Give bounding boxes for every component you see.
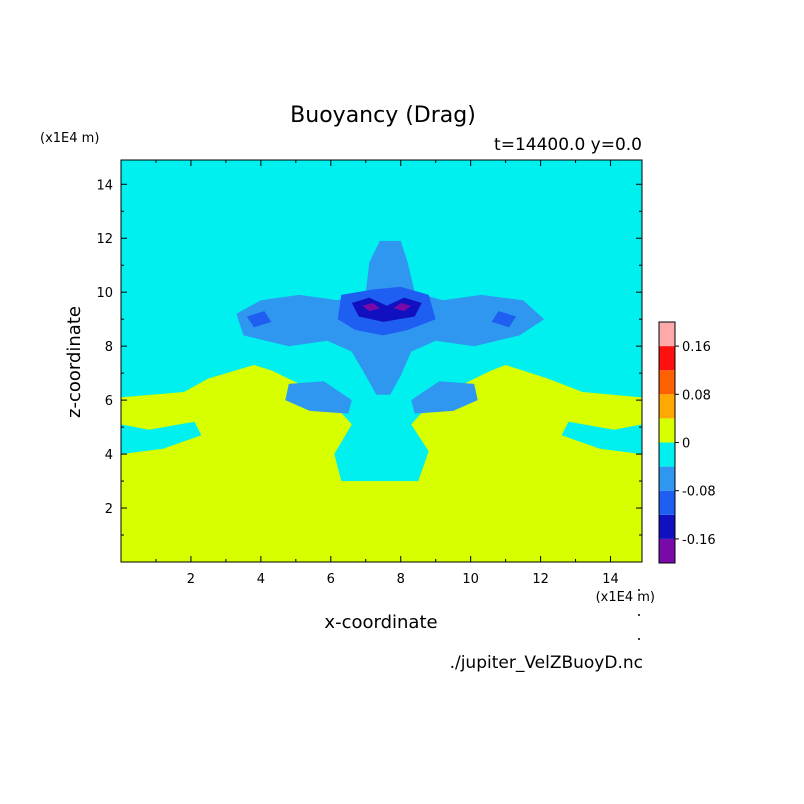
colorbar-label: 0.16 [682, 340, 711, 355]
x-tick-label: 4 [257, 572, 265, 587]
y-tick-label: 12 [96, 232, 113, 247]
contour-region-7 [246, 311, 272, 328]
colorbar-swatch-2 [659, 490, 675, 515]
y-tick-label: 8 [105, 340, 113, 355]
contour-regions [121, 160, 642, 482]
x-tick-label: 2 [187, 572, 195, 587]
colorbar-swatch-8 [659, 346, 675, 371]
colorbar-swatch-3 [659, 466, 675, 491]
y-axis-title: z-coordinate [64, 306, 85, 418]
x-unit-label: (x1E4 m) [596, 590, 655, 605]
colorbar-swatch-5 [659, 418, 675, 443]
y-tick-label: 14 [96, 178, 113, 193]
plot-area [121, 160, 642, 562]
chart-title: Buoyancy (Drag) [290, 103, 476, 128]
colorbar-swatch-6 [659, 394, 675, 419]
colorbar-label: 0 [682, 437, 690, 452]
contour-region-5 [411, 381, 478, 414]
x-tick-label: 14 [602, 572, 619, 587]
contour-region-1 [121, 421, 202, 455]
colorbar-swatch-7 [659, 370, 675, 395]
contour-region-10 [362, 303, 380, 312]
y-unit-label: (x1E4 m) [40, 131, 99, 146]
x-tick-label: 10 [462, 572, 479, 587]
y-tick-label: 4 [105, 448, 113, 463]
x-tick-label: 12 [532, 572, 549, 587]
contour-region-4 [285, 381, 352, 414]
chart-subtitle: t=14400.0 y=0.0 [494, 135, 642, 155]
marker-dot [638, 614, 640, 616]
contour-region-8 [491, 311, 517, 328]
y-tick-label: 10 [96, 286, 113, 301]
source-file-label: ./jupiter_VelZBuoyD.nc [450, 653, 643, 673]
y-tick-label: 6 [105, 394, 113, 409]
x-axis-title: x-coordinate [324, 612, 437, 633]
colorbar-swatch-9 [659, 322, 675, 347]
colorbar-swatch-4 [659, 442, 675, 467]
marker-dot [638, 589, 640, 591]
colorbar-swatch-0 [659, 538, 675, 563]
colorbar-swatch-1 [659, 514, 675, 539]
colorbar-label: -0.16 [682, 533, 716, 548]
plot-frame [120, 159, 643, 563]
colorbar: 0.16 0.08 0 -0.08 -0.16 [658, 321, 716, 564]
colorbar-label: 0.08 [682, 388, 711, 403]
x-tick-label: 8 [397, 572, 405, 587]
y-axis-ticks: 2 4 6 8 10 12 14 [96, 178, 642, 536]
colorbar-label: -0.08 [682, 485, 716, 500]
x-tick-label: 6 [327, 572, 335, 587]
y-tick-label: 2 [105, 502, 113, 517]
contour-region-9 [351, 297, 422, 322]
marker-dot [638, 638, 640, 640]
contour-region-2 [561, 421, 642, 455]
x-axis-ticks: 2 4 6 8 10 12 14 [155, 160, 619, 587]
contour-region-11 [393, 303, 412, 312]
